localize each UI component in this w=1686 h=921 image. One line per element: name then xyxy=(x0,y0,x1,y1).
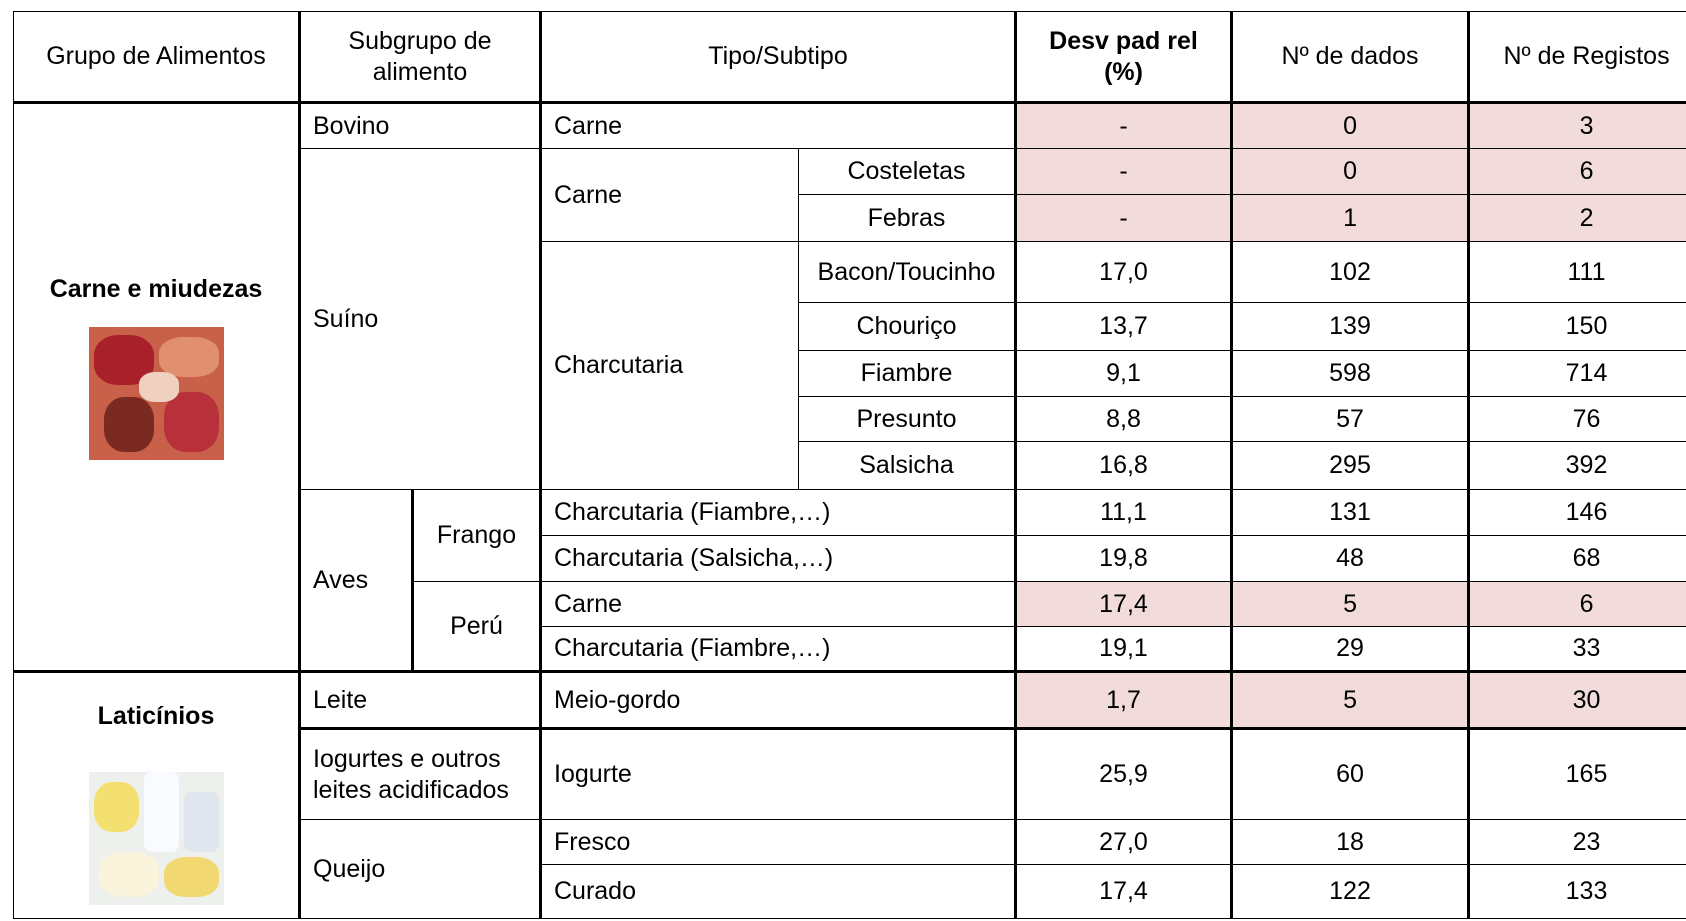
value-cell: 57 xyxy=(1232,397,1469,442)
value-cell: - xyxy=(1016,103,1232,149)
group-cell: Laticínios xyxy=(14,672,300,919)
value-cell: 23 xyxy=(1469,820,1686,865)
value-cell: 102 xyxy=(1232,242,1469,303)
type: Charcutaria (Salsicha,…) xyxy=(541,536,1016,582)
value-cell: 19,1 xyxy=(1016,627,1232,672)
subtype: Chouriço xyxy=(799,303,1016,351)
value-cell: 16,8 xyxy=(1016,442,1232,490)
value-cell: 139 xyxy=(1232,303,1469,351)
subgroup: Aves xyxy=(300,490,413,672)
value-cell: 8,8 xyxy=(1016,397,1232,442)
value-cell: 17,4 xyxy=(1016,865,1232,919)
value-cell: 6 xyxy=(1469,149,1686,195)
value-cell: 18 xyxy=(1232,820,1469,865)
value-cell: 165 xyxy=(1469,729,1686,820)
value-cell: - xyxy=(1016,195,1232,242)
value-cell: 6 xyxy=(1469,582,1686,627)
value-cell: 17,0 xyxy=(1016,242,1232,303)
group-name: Laticínios xyxy=(26,701,286,732)
type: Carne xyxy=(541,149,799,242)
value-cell: 150 xyxy=(1469,303,1686,351)
group-cell: Carne e miudezas xyxy=(14,103,300,672)
type: Iogurte xyxy=(541,729,1016,820)
value-cell: 0 xyxy=(1232,149,1469,195)
value-cell: 111 xyxy=(1469,242,1686,303)
value-cell: 13,7 xyxy=(1016,303,1232,351)
subgroup: Suíno xyxy=(300,149,541,490)
subgroup: Leite xyxy=(300,672,541,729)
value-cell: 27,0 xyxy=(1016,820,1232,865)
header-cell: Tipo/Subtipo xyxy=(541,12,1016,103)
value-cell: 17,4 xyxy=(1016,582,1232,627)
value-cell: 30 xyxy=(1469,672,1686,729)
value-cell: 5 xyxy=(1232,582,1469,627)
header-cell: Nº de dados xyxy=(1232,12,1469,103)
subgroup-kind: Perú xyxy=(413,582,541,672)
subtype: Presunto xyxy=(799,397,1016,442)
value-cell: 714 xyxy=(1469,351,1686,397)
value-cell: 3 xyxy=(1469,103,1686,149)
type: Carne xyxy=(541,103,1016,149)
dairy-image xyxy=(89,772,224,905)
value-cell: 131 xyxy=(1232,490,1469,536)
value-cell: 68 xyxy=(1469,536,1686,582)
value-cell: 5 xyxy=(1232,672,1469,729)
header-cell: Subgrupo de alimento xyxy=(300,12,541,103)
subtype: Febras xyxy=(799,195,1016,242)
value-cell: 295 xyxy=(1232,442,1469,490)
header-cell: Nº de Registos xyxy=(1469,12,1686,103)
value-cell: 11,1 xyxy=(1016,490,1232,536)
value-cell: 29 xyxy=(1232,627,1469,672)
type: Charcutaria (Fiambre,…) xyxy=(541,490,1016,536)
type: Carne xyxy=(541,582,1016,627)
group-name: Carne e miudezas xyxy=(26,274,286,305)
subgroup-kind: Frango xyxy=(413,490,541,582)
data-table: Grupo de Alimentos Subgrupo de alimento … xyxy=(13,11,1686,919)
value-cell: 598 xyxy=(1232,351,1469,397)
subgroup: Bovino xyxy=(300,103,541,149)
value-cell: - xyxy=(1016,149,1232,195)
type: Charcutaria (Fiambre,…) xyxy=(541,627,1016,672)
subtype: Fiambre xyxy=(799,351,1016,397)
value-cell: 48 xyxy=(1232,536,1469,582)
value-cell: 1,7 xyxy=(1016,672,1232,729)
value-cell: 60 xyxy=(1232,729,1469,820)
value-cell: 25,9 xyxy=(1016,729,1232,820)
value-cell: 122 xyxy=(1232,865,1469,919)
value-cell: 33 xyxy=(1469,627,1686,672)
value-cell: 76 xyxy=(1469,397,1686,442)
subtype: Bacon/Toucinho xyxy=(799,242,1016,303)
type: Fresco xyxy=(541,820,1016,865)
subtype: Salsicha xyxy=(799,442,1016,490)
value-cell: 392 xyxy=(1469,442,1686,490)
value-cell: 146 xyxy=(1469,490,1686,536)
meat-image xyxy=(89,327,224,460)
header-cell: Desv pad rel (%) xyxy=(1016,12,1232,103)
value-cell: 2 xyxy=(1469,195,1686,242)
header-row: Grupo de Alimentos Subgrupo de alimento … xyxy=(14,12,1686,103)
subtype: Costeletas xyxy=(799,149,1016,195)
value-cell: 9,1 xyxy=(1016,351,1232,397)
value-cell: 1 xyxy=(1232,195,1469,242)
subgroup: Iogurtes e outros leites acidificados xyxy=(300,729,541,820)
type: Charcutaria xyxy=(541,242,799,490)
type: Meio-gordo xyxy=(541,672,1016,729)
subgroup: Queijo xyxy=(300,820,541,919)
header-cell: Grupo de Alimentos xyxy=(14,12,300,103)
value-cell: 0 xyxy=(1232,103,1469,149)
value-cell: 133 xyxy=(1469,865,1686,919)
value-cell: 19,8 xyxy=(1016,536,1232,582)
type: Curado xyxy=(541,865,1016,919)
